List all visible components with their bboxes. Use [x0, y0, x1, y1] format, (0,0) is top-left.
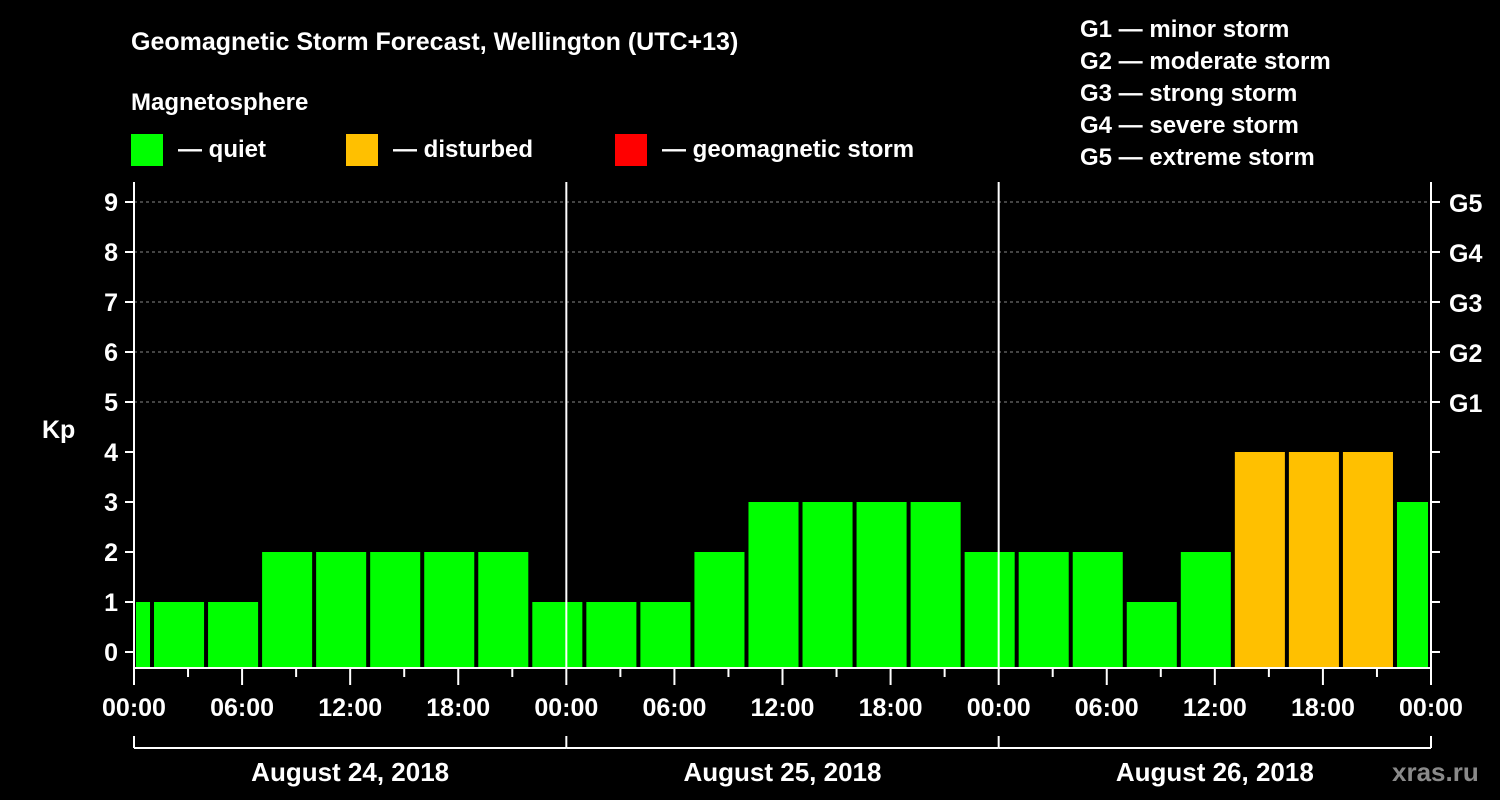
x-tick-label: 12:00 — [1183, 694, 1247, 722]
bar-0 — [136, 602, 151, 668]
x-tick-label: 00:00 — [967, 694, 1031, 722]
day-label: August 26, 2018 — [1116, 757, 1314, 787]
x-tick-label: 12:00 — [318, 694, 382, 722]
bar-19 — [1126, 602, 1177, 668]
bar-2 — [208, 602, 259, 668]
day-label: August 24, 2018 — [251, 757, 449, 787]
x-tick-label: 06:00 — [642, 694, 706, 722]
bar-22 — [1288, 452, 1339, 668]
bar-12 — [748, 502, 799, 668]
bar-7 — [478, 552, 529, 668]
chart-title: Geomagnetic Storm Forecast, Wellington (… — [131, 28, 738, 56]
y-tick-label: 9 — [104, 189, 118, 217]
bar-3 — [262, 552, 313, 668]
bar-16 — [964, 552, 1015, 668]
bar-14 — [856, 502, 907, 668]
legend-label-1: — disturbed — [393, 136, 533, 163]
storm-scale-item: G1 — minor storm — [1080, 16, 1289, 43]
x-tick-label: 06:00 — [1075, 694, 1139, 722]
bar-6 — [424, 552, 475, 668]
x-tick-label: 12:00 — [751, 694, 815, 722]
day-label: August 25, 2018 — [684, 757, 882, 787]
y-tick-label: 8 — [104, 239, 118, 267]
y-tick-label: 0 — [104, 639, 118, 667]
bar-11 — [694, 552, 745, 668]
legend-swatch-2 — [615, 134, 647, 166]
legend-title: Magnetosphere — [131, 89, 308, 116]
storm-scale-item: G5 — extreme storm — [1080, 144, 1315, 171]
bar-24 — [1396, 502, 1428, 668]
bar-8 — [532, 602, 583, 668]
g-scale-label: G1 — [1449, 390, 1482, 418]
g-scale-label: G3 — [1449, 290, 1482, 318]
storm-scale-legend: G1 — minor storm G2 — moderate storm G3 — … — [1080, 16, 1331, 171]
bar-17 — [1018, 552, 1069, 668]
storm-scale-item: G2 — moderate storm — [1080, 48, 1331, 75]
g-scale-label: G2 — [1449, 340, 1482, 368]
bar-4 — [316, 552, 367, 668]
plot-area: 0 1 2 3 4 5 6 7 8 9 G1 G2 G3 G4 G5 00:00 06:00 12:00 18:00… — [102, 182, 1482, 787]
y-tick-label: 2 — [104, 539, 118, 567]
y-tick-label: 4 — [104, 439, 118, 467]
bar-21 — [1234, 452, 1285, 668]
g-scale-label: G5 — [1449, 190, 1482, 218]
y-axis-label: Kp — [42, 416, 75, 444]
bar-1 — [154, 602, 205, 668]
bar-18 — [1072, 552, 1123, 668]
legend-label-2: — geomagnetic storm — [662, 136, 914, 163]
legend-label-0: — quiet — [178, 136, 266, 163]
legend-swatch-0 — [131, 134, 163, 166]
storm-scale-item: G3 — strong storm — [1080, 80, 1297, 107]
y-tick-label: 3 — [104, 489, 118, 517]
y-tick-label: 7 — [104, 289, 118, 317]
x-tick-label: 06:00 — [210, 694, 274, 722]
bar-20 — [1180, 552, 1231, 668]
x-tick-label: 18:00 — [1291, 694, 1355, 722]
x-tick-label: 18:00 — [859, 694, 923, 722]
bar-13 — [802, 502, 853, 668]
watermark: xras.ru — [1392, 757, 1479, 787]
bar-10 — [640, 602, 691, 668]
x-tick-label: 00:00 — [102, 694, 166, 722]
storm-scale-item: G4 — severe storm — [1080, 112, 1299, 139]
x-tick-label: 00:00 — [534, 694, 598, 722]
y-tick-label: 5 — [104, 389, 118, 417]
bar-23 — [1342, 452, 1393, 668]
bar-5 — [370, 552, 421, 668]
g-scale-label: G4 — [1449, 240, 1482, 268]
x-tick-label: 18:00 — [426, 694, 490, 722]
legend-swatch-1 — [346, 134, 378, 166]
x-tick-label: 00:00 — [1399, 694, 1463, 722]
y-tick-label: 1 — [104, 589, 118, 617]
bar-9 — [586, 602, 637, 668]
legend: — quiet — disturbed — geomagnetic storm — [131, 134, 914, 166]
bar-15 — [910, 502, 961, 668]
y-tick-label: 6 — [104, 339, 118, 367]
